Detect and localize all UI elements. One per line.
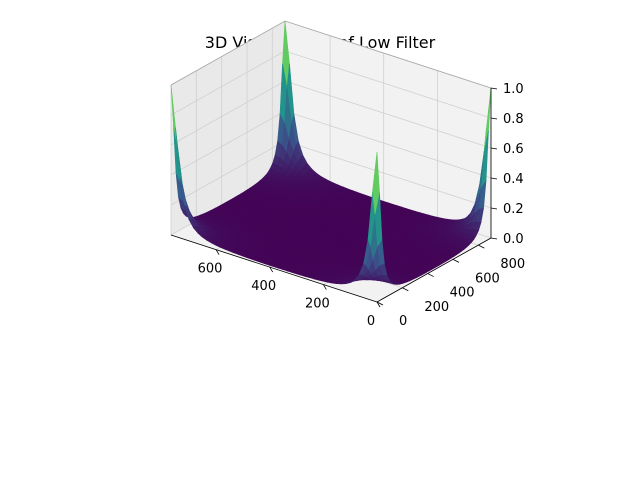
x-tick	[215, 249, 220, 255]
z-tick	[490, 237, 498, 240]
y-tick-label: 0	[399, 314, 407, 329]
z-tick-label: 0.0	[503, 232, 524, 247]
y-axis-line	[376, 237, 492, 303]
z-tick	[490, 117, 498, 120]
z-tick	[490, 87, 498, 90]
left-pane	[171, 21, 285, 235]
x-tick-label: 0	[367, 314, 375, 329]
x-tick	[376, 301, 381, 308]
x-tick	[269, 266, 274, 273]
y-tick	[478, 244, 485, 249]
y-tick	[427, 273, 434, 277]
z-tick-label: 0.2	[503, 202, 524, 217]
x-tick-label: 400	[251, 279, 276, 294]
z-tick-label: 0.8	[503, 112, 524, 127]
z-tick	[490, 177, 498, 180]
z-tick	[490, 147, 498, 150]
x-tick-label: 200	[305, 297, 330, 312]
y-tick	[452, 258, 460, 263]
y-tick-label: 800	[500, 257, 525, 272]
y-tick-label: 400	[450, 286, 475, 301]
z-tick	[490, 207, 498, 210]
z-tick-label: 0.4	[503, 172, 524, 187]
surface-mesh	[170, 20, 492, 285]
y-tick	[402, 287, 409, 292]
y-tick	[376, 301, 384, 306]
z-tick-label: 1.0	[503, 82, 524, 97]
y-tick-label: 600	[475, 271, 500, 286]
z-tick-label: 0.6	[503, 142, 524, 157]
back-pane	[285, 21, 491, 238]
y-tick-label: 200	[424, 300, 449, 315]
x-tick-label: 600	[198, 262, 223, 277]
surface-patch	[372, 151, 380, 215]
x-axis-line	[170, 234, 378, 303]
x-tick	[323, 284, 327, 290]
